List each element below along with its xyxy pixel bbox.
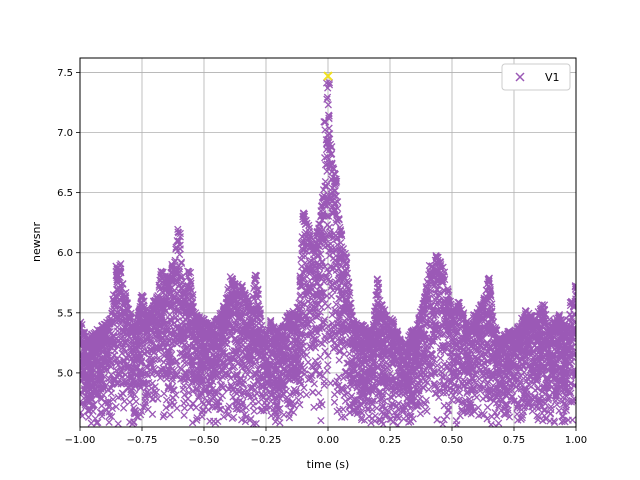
legend: V1: [501, 63, 571, 91]
series-v1-points: [80, 79, 576, 427]
x-tick-label: 0.50: [441, 435, 463, 446]
legend-marker-v1: [515, 72, 525, 82]
legend-x-marker: [515, 72, 525, 82]
x-tick-label: −0.50: [189, 435, 220, 446]
legend-box: [501, 63, 571, 91]
legend-label-v1: V1: [545, 71, 560, 84]
y-tick-label: 7.0: [57, 128, 73, 139]
x-tick-label: 0.25: [379, 435, 401, 446]
x-tick-label: 0.00: [317, 435, 339, 446]
y-axis-label: newsnr: [30, 222, 43, 262]
x-tick-label: −0.75: [127, 435, 158, 446]
x-axis: −1.00 −0.75 −0.50 −0.25 0.00 0.25 0.50 0.75 1.00: [65, 427, 587, 446]
y-tick-label: 6.0: [57, 248, 73, 259]
y-tick-label: 5.5: [57, 308, 73, 319]
y-tick-label: 6.5: [57, 188, 73, 199]
x-tick-label: −1.00: [65, 435, 96, 446]
y-axis: 5.0 5.5 6.0 6.5 7.0 7.5: [57, 68, 80, 379]
x-axis-label: time (s): [307, 458, 350, 471]
x-tick-label: 1.00: [565, 435, 587, 446]
loudest-trigger-point: [323, 71, 333, 81]
y-tick-label: 5.0: [57, 368, 73, 379]
y-tick-label: 7.5: [57, 68, 73, 79]
x-tick-label: −0.25: [251, 435, 282, 446]
data-points: [80, 71, 576, 427]
x-tick-label: 0.75: [503, 435, 525, 446]
